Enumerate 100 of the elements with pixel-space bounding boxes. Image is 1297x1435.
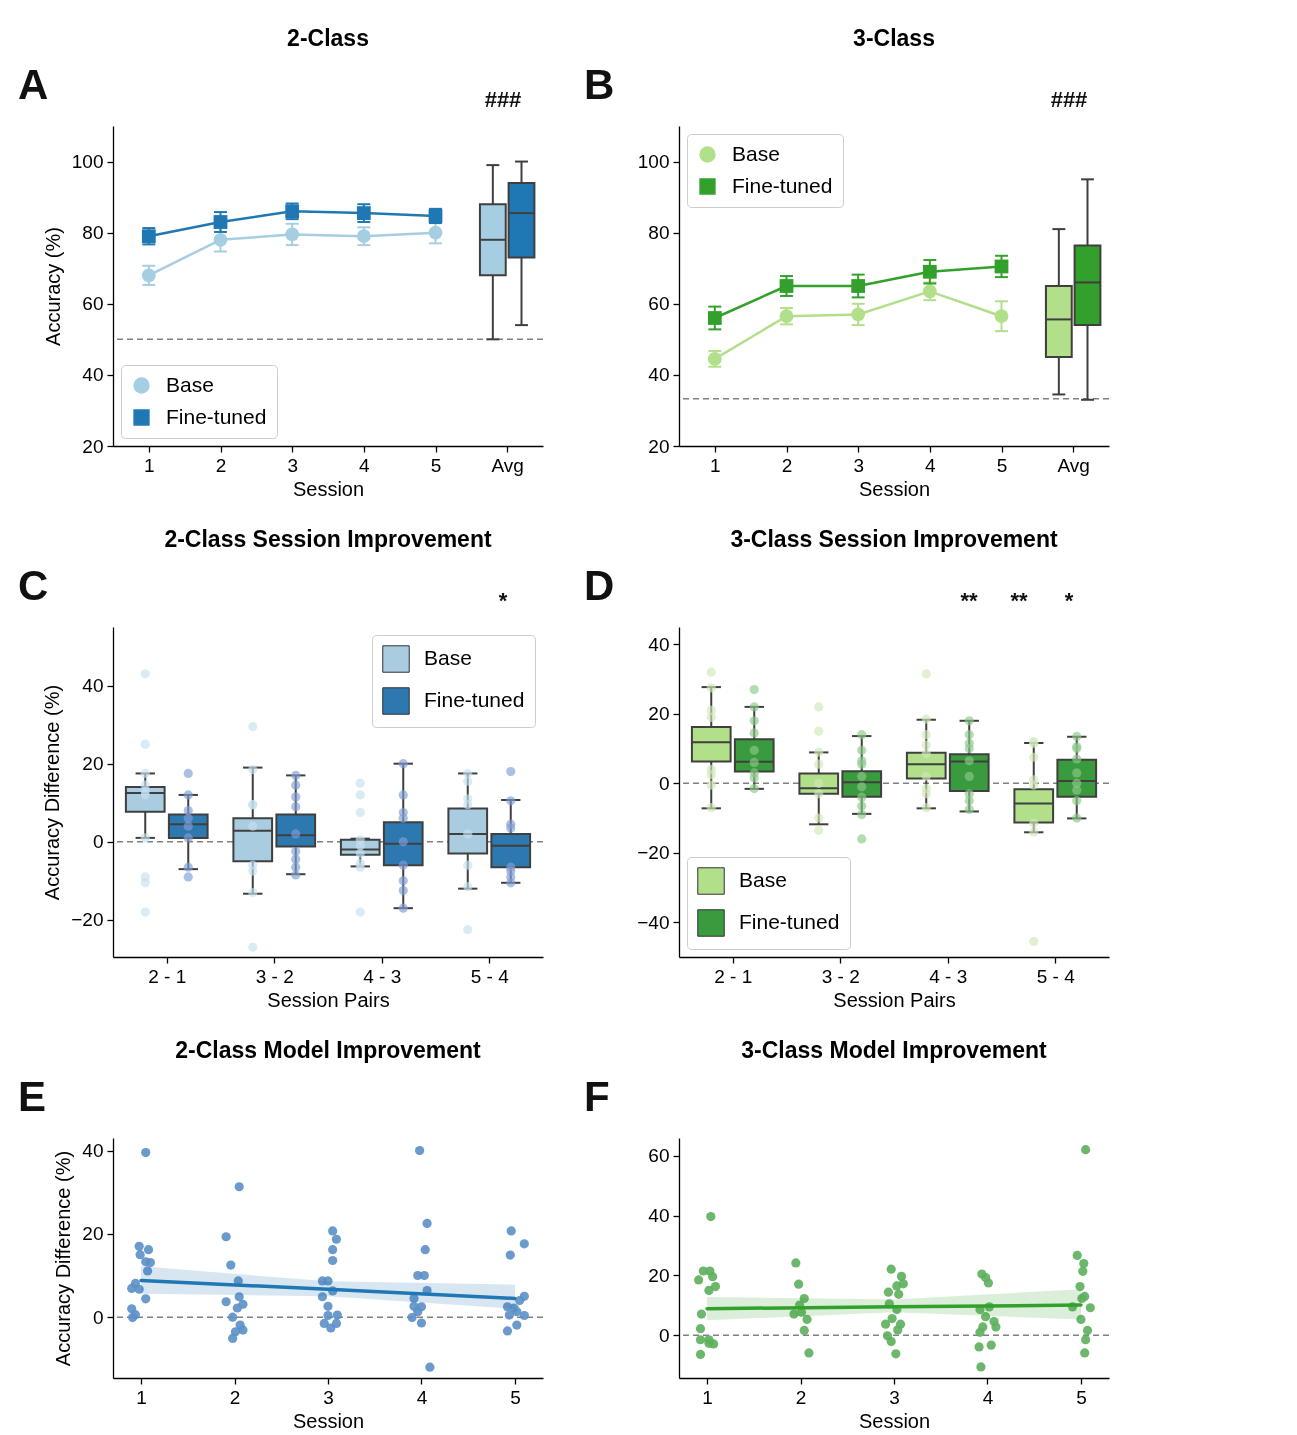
y-axis-title: Accuracy Difference (%) — [52, 1150, 75, 1367]
x-tick-label: 3 — [287, 454, 298, 476]
chart-title: 3-Class — [853, 25, 935, 51]
point — [707, 311, 722, 325]
text: ** — [1010, 588, 1028, 613]
text: ** — [960, 588, 978, 613]
y-tick-label: 20 — [82, 1223, 104, 1245]
y-axis-title: Accuracy Difference (%) — [41, 684, 64, 901]
legend-label: Fine-tuned — [166, 404, 267, 428]
y-tick-label: 100 — [71, 151, 104, 173]
x-tick-label: 5 - 4 — [1036, 965, 1076, 987]
x-tick-label: 2 — [795, 1386, 807, 1408]
x-tick-label: 1 — [136, 1386, 147, 1408]
text: * — [498, 588, 508, 613]
x-tick-label: 5 — [1076, 1386, 1087, 1408]
x-axis-title: Session — [292, 1409, 365, 1432]
y-tick-label: 40 — [82, 1140, 104, 1161]
text: B — [584, 61, 615, 108]
x-tick-label: Avg — [1057, 454, 1090, 476]
point — [851, 279, 866, 293]
x-tick-label: 3 — [889, 1386, 900, 1408]
text: F — [584, 1073, 610, 1120]
x-tick-label: 4 - 3 — [363, 965, 402, 987]
x-axis-title: Session Pairs — [267, 988, 390, 1011]
x-tick-label: 5 — [430, 454, 442, 476]
legend-label: Fine-tuned — [424, 688, 525, 711]
x-tick-label: 2 - 1 — [148, 965, 187, 987]
text: ### — [484, 87, 522, 112]
point — [922, 264, 937, 279]
x-axis-title: Session Pairs — [833, 988, 956, 1011]
y-tick-label: 80 — [82, 222, 104, 244]
y-tick-label: 80 — [648, 222, 670, 244]
y-tick-label: 40 — [82, 364, 104, 386]
legend-label: Base — [166, 372, 214, 396]
legend-label: Base — [732, 141, 780, 165]
chart-title: 2-Class Session Improvement — [164, 526, 492, 552]
x-tick-label: 4 - 3 — [929, 965, 968, 987]
x-tick-label: 4 — [925, 454, 937, 476]
x-tick-label: 1 — [144, 454, 155, 476]
text: E — [18, 1073, 47, 1120]
y-tick-label: 20 — [82, 435, 104, 457]
y-tick-label: 0 — [658, 1324, 670, 1346]
x-tick-label: 5 - 4 — [470, 965, 510, 987]
x-tick-label: 1 — [710, 454, 721, 476]
y-tick-label: 40 — [82, 675, 104, 697]
point — [213, 232, 228, 247]
x-tick-label: 5 — [510, 1386, 521, 1408]
point — [779, 279, 794, 293]
point — [994, 309, 1009, 324]
y-tick-label: 60 — [648, 293, 670, 315]
point — [285, 227, 300, 242]
x-tick-label: 3 — [323, 1386, 334, 1408]
legend-label: Base — [424, 646, 472, 669]
x-tick-label: 3 - 2 — [255, 965, 294, 987]
y-tick-label: −20 — [637, 842, 670, 864]
x-tick-label: 3 - 2 — [821, 965, 860, 987]
x-tick-label: 2 — [781, 454, 793, 476]
y-tick-label: 40 — [648, 1205, 670, 1227]
x-tick-label: 2 — [215, 454, 227, 476]
chart-title: 3-Class Model Improvement — [741, 1037, 1048, 1063]
text: D — [584, 562, 615, 609]
text: * — [1064, 588, 1074, 613]
x-tick-label: 5 — [996, 454, 1008, 476]
x-axis-title: Session — [292, 477, 365, 500]
y-tick-label: 20 — [648, 435, 670, 457]
x-tick-label: 4 — [359, 454, 371, 476]
y-tick-label: 40 — [648, 633, 670, 655]
x-tick-label: Avg — [491, 454, 524, 476]
y-tick-label: 100 — [637, 151, 670, 173]
chart-title: 2-Class Model Improvement — [175, 1037, 482, 1063]
point — [141, 268, 156, 283]
x-tick-label: 4 — [416, 1386, 428, 1408]
x-axis-title: Session — [858, 477, 931, 500]
y-tick-label: 0 — [658, 772, 670, 794]
y-axis-title: Accuracy (%) — [41, 227, 64, 346]
x-tick-label: 2 - 1 — [714, 965, 753, 987]
y-tick-label: 0 — [92, 1306, 104, 1328]
y-tick-label: 60 — [82, 293, 104, 315]
x-tick-label: 1 — [702, 1386, 713, 1408]
point — [428, 225, 443, 240]
chart-title: 3-Class Session Improvement — [730, 526, 1058, 552]
text: ### — [1050, 87, 1088, 112]
point — [851, 307, 866, 322]
x-tick-label: 3 — [853, 454, 864, 476]
x-tick-label: 2 — [229, 1386, 241, 1408]
y-tick-label: 40 — [648, 364, 670, 386]
chart-title: 2-Class — [287, 25, 369, 51]
text: A — [18, 61, 49, 108]
x-axis-title: Session — [858, 1409, 931, 1432]
y-tick-label: 20 — [82, 753, 104, 775]
legend-label: Fine-tuned — [739, 910, 840, 933]
y-tick-label: 60 — [648, 1145, 670, 1167]
y-tick-label: 20 — [648, 1264, 670, 1286]
y-tick-label: 20 — [648, 703, 670, 725]
y-tick-label: −20 — [71, 909, 104, 931]
point — [213, 215, 228, 229]
legend-label: Fine-tuned — [732, 173, 833, 197]
x-tick-label: 4 — [982, 1386, 994, 1408]
y-tick-label: −40 — [637, 911, 670, 933]
legend-label: Base — [739, 868, 787, 891]
